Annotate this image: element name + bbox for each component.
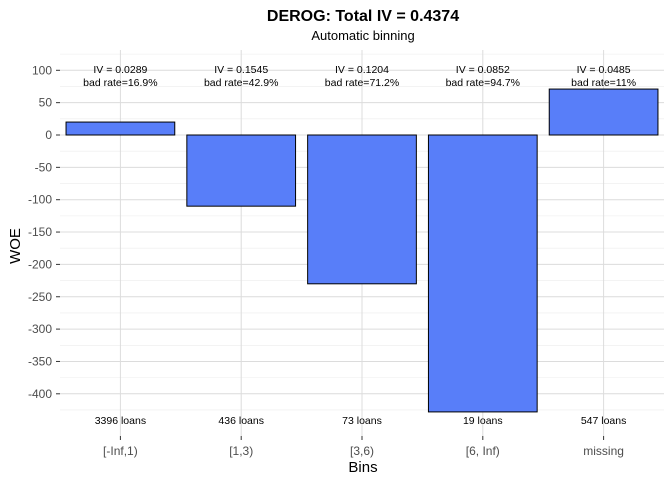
- iv-label: IV = 0.0289: [93, 64, 147, 76]
- chart-title: DEROG: Total IV = 0.4374: [267, 8, 459, 25]
- loan-count-label: 436 loans: [218, 415, 264, 427]
- x-axis-title: Bins: [348, 459, 377, 476]
- loan-count-label: 73 loans: [342, 415, 382, 427]
- iv-label: IV = 0.0852: [456, 64, 510, 76]
- bars: [65, 88, 659, 413]
- y-tick-label: -100: [28, 193, 52, 207]
- bar: [548, 88, 659, 136]
- y-tick-label: -400: [28, 387, 52, 401]
- bad-rate-label: bad rate=42.9%: [204, 77, 278, 89]
- y-tick-label: -250: [28, 290, 52, 304]
- iv-label: IV = 0.1204: [335, 64, 389, 76]
- y-tick-label: -150: [28, 225, 52, 239]
- loan-count-label: 547 loans: [581, 415, 627, 427]
- bar: [307, 134, 417, 285]
- bad-rate-label: bad rate=16.9%: [83, 77, 157, 89]
- bar: [65, 121, 176, 136]
- bad-rate-label: bad rate=11%: [571, 77, 636, 89]
- y-axis: 100 50 0 -50 -100 -150 -200 -250 -300 -350 -400: [28, 63, 60, 401]
- x-tick-label: [1,3): [229, 444, 253, 458]
- y-axis-title: WOE: [7, 228, 24, 264]
- y-tick-label: -300: [28, 322, 52, 336]
- y-tick-label: -50: [35, 160, 53, 174]
- iv-label: IV = 0.1545: [214, 64, 268, 76]
- loan-count-label: 3396 loans: [95, 415, 146, 427]
- iv-label: IV = 0.0485: [577, 64, 631, 76]
- x-tick-label: [3,6): [350, 444, 374, 458]
- bad-rate-label: bad rate=94.7%: [446, 77, 520, 89]
- x-tick-label: [-Inf,1): [103, 444, 138, 458]
- y-tick-label: 100: [32, 63, 52, 77]
- bar: [427, 134, 538, 413]
- loan-count-label: 19 loans: [463, 415, 503, 427]
- y-tick-label: 0: [45, 128, 52, 142]
- y-tick-label: -200: [28, 257, 52, 271]
- chart-subtitle: Automatic binning: [311, 28, 414, 43]
- x-axis: [-Inf,1) [1,3) [3,6) [6, Inf) missing: [103, 436, 624, 458]
- bar: [186, 134, 297, 207]
- y-tick-label: -350: [28, 354, 52, 368]
- x-tick-label: [6, Inf): [466, 444, 500, 458]
- x-tick-label: missing: [583, 444, 624, 458]
- y-tick-label: 50: [39, 96, 53, 110]
- bad-rate-label: bad rate=71.2%: [325, 77, 399, 89]
